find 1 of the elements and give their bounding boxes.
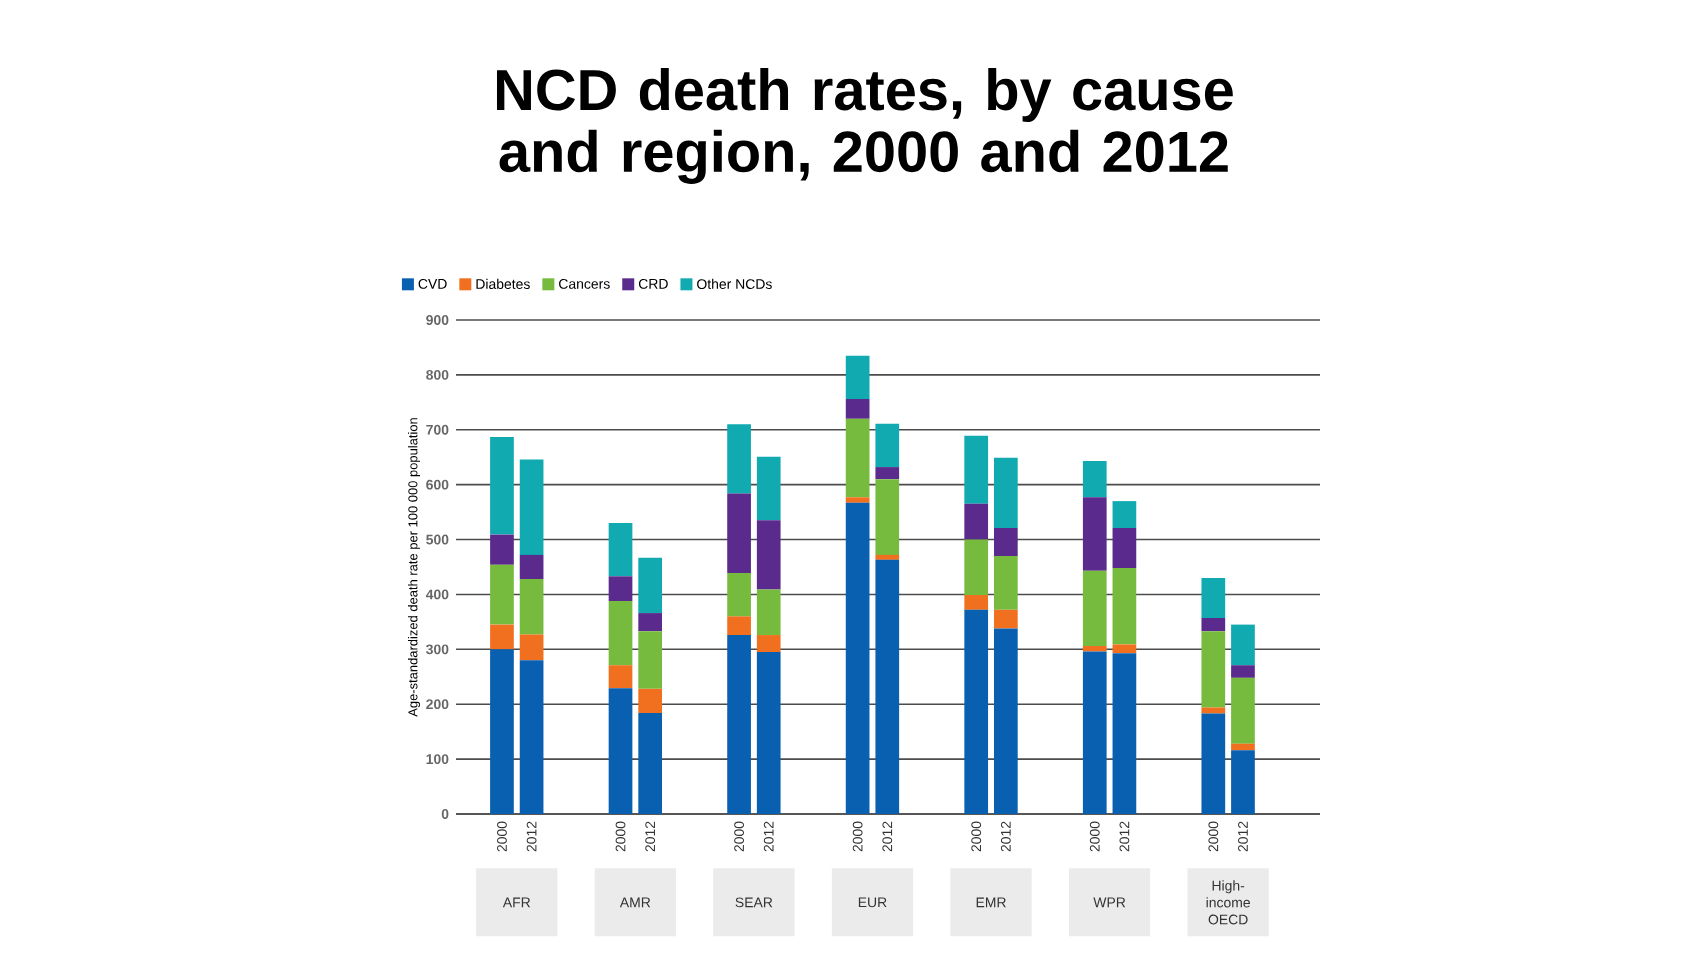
chart-title: NCD death rates, by cause and region, 2000 and 2012	[496, 68, 1233, 184]
